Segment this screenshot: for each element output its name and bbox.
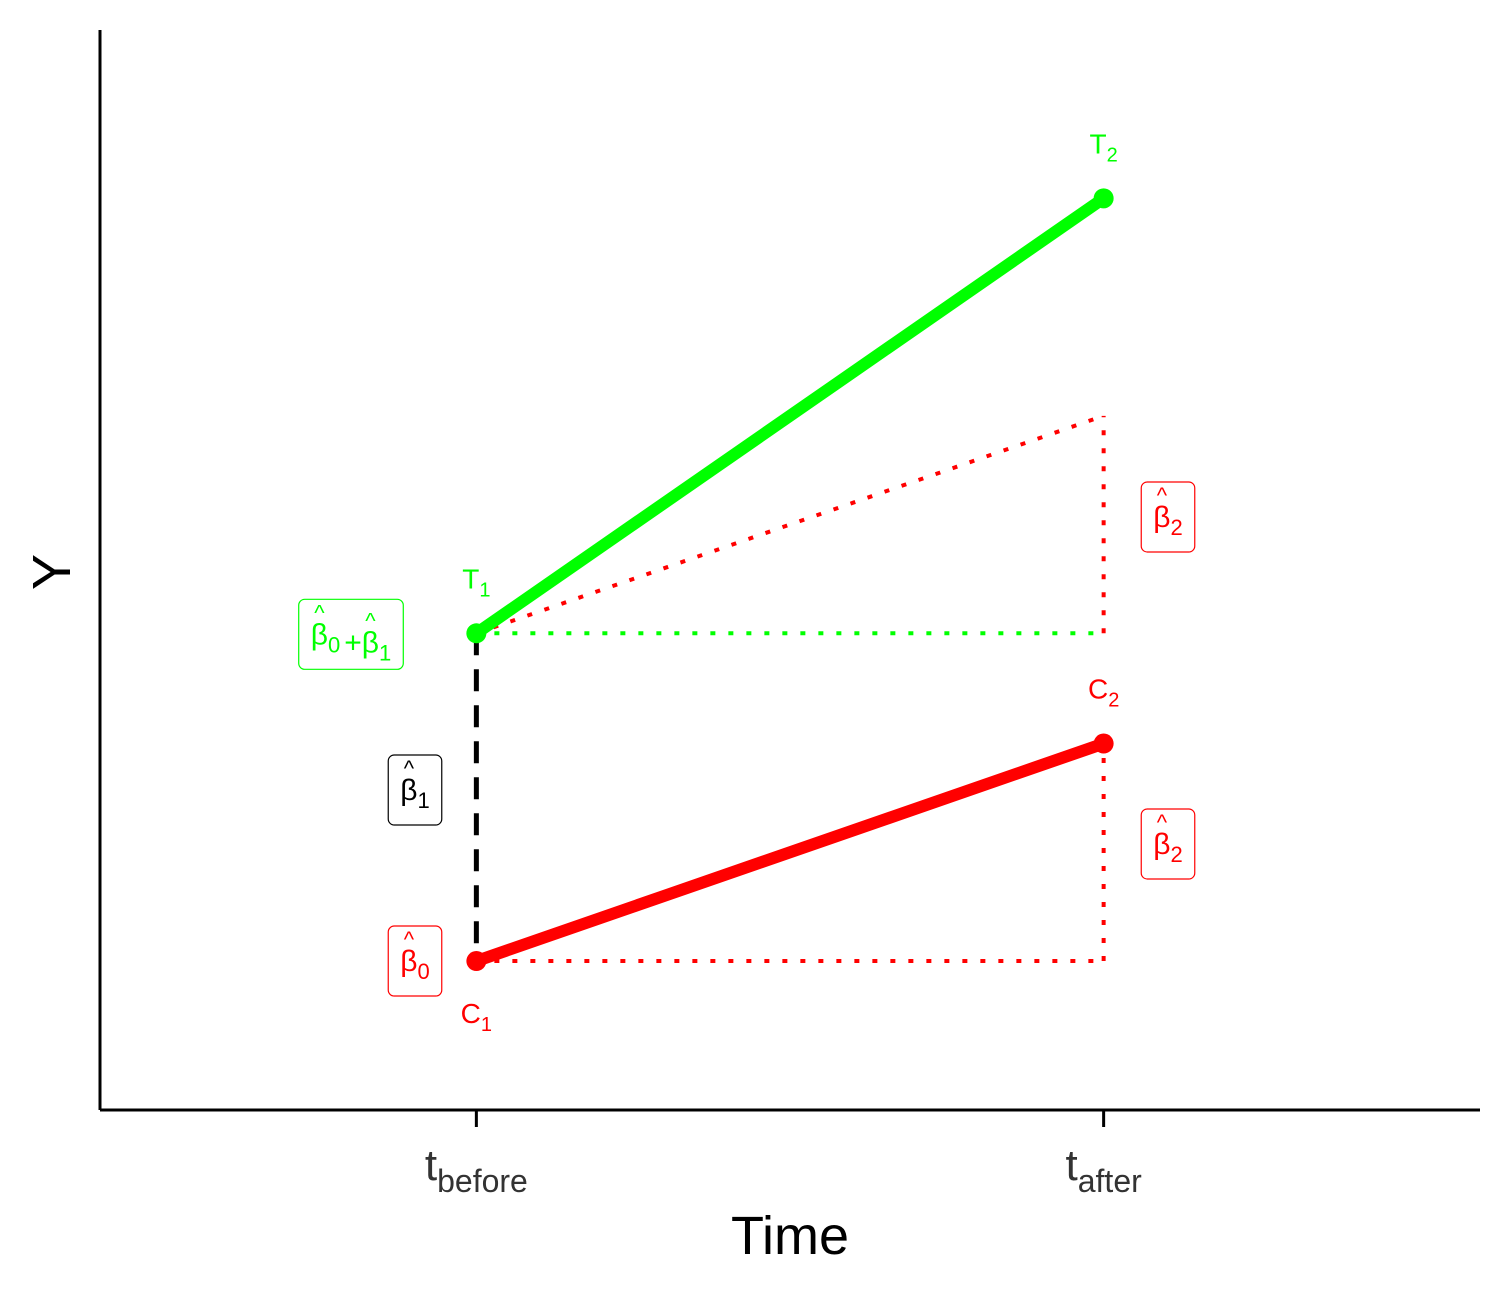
point-labels: T1 T2 C2 C1 xyxy=(461,128,1120,1036)
y-axis-title: Y xyxy=(22,554,82,590)
treatment-point-1 xyxy=(466,623,487,644)
annot-beta2-lower-box xyxy=(1140,808,1196,880)
treatment-series-line xyxy=(470,192,1110,640)
point-label-c1: C1 xyxy=(461,998,492,1036)
annot-beta1-text: β1 xyxy=(400,774,430,813)
annot-beta0-plus-beta1-hat: ^ xyxy=(365,608,376,633)
control-point-1 xyxy=(466,951,487,972)
point-label-c2: C2 xyxy=(1088,674,1119,712)
point-label-t2: T2 xyxy=(1090,128,1118,166)
annot-beta0-plus-beta1-text: β0 +β1 xyxy=(311,618,392,665)
control-point-2 xyxy=(1093,733,1114,754)
annot-beta0-box xyxy=(387,925,443,997)
annot-beta2-lower-hat: ^ xyxy=(1157,810,1168,835)
point-label-t1: T1 xyxy=(462,563,490,601)
annot-beta1-hat: ^ xyxy=(404,756,415,781)
control-series-line xyxy=(470,737,1110,968)
x-axis-title: Time xyxy=(731,1206,849,1266)
guide-lines xyxy=(473,413,1106,964)
annot-beta1: β1^ xyxy=(387,754,443,826)
annot-beta2-lower-text: β2 xyxy=(1153,828,1183,867)
axes xyxy=(98,30,1480,1112)
annot-beta0: β0^ xyxy=(387,925,443,997)
x-tick-label-before: tbefore xyxy=(425,1141,528,1199)
coefficient-annotations: β0 +β1^ ^β1^β0^β2^β2^ xyxy=(298,481,1196,997)
annot-beta2-lower: β2^ xyxy=(1140,808,1196,880)
annot-beta2-upper: β2^ xyxy=(1140,481,1196,553)
x-tick-label-after: tafter xyxy=(1066,1141,1143,1199)
annot-beta2-upper-text: β2 xyxy=(1153,501,1183,540)
annot-beta2-upper-box xyxy=(1140,481,1196,553)
annot-beta1-box xyxy=(387,754,443,826)
x-ticks: tbefore tafter xyxy=(425,1110,1142,1199)
annot-beta0-text: β0 xyxy=(400,945,430,984)
annot-beta0-hat: ^ xyxy=(404,927,415,952)
series-layer xyxy=(466,188,1114,972)
annot-beta0-plus-beta1: β0 +β1^ ^ xyxy=(298,598,404,670)
annot-beta0-plus-beta1-hat: ^ xyxy=(314,600,325,625)
treatment-point-2 xyxy=(1093,188,1114,209)
annot-beta0-plus-beta1-box xyxy=(298,598,404,670)
annot-beta2-upper-hat: ^ xyxy=(1157,483,1168,508)
counterfactual-trend-dotted xyxy=(475,413,1105,636)
